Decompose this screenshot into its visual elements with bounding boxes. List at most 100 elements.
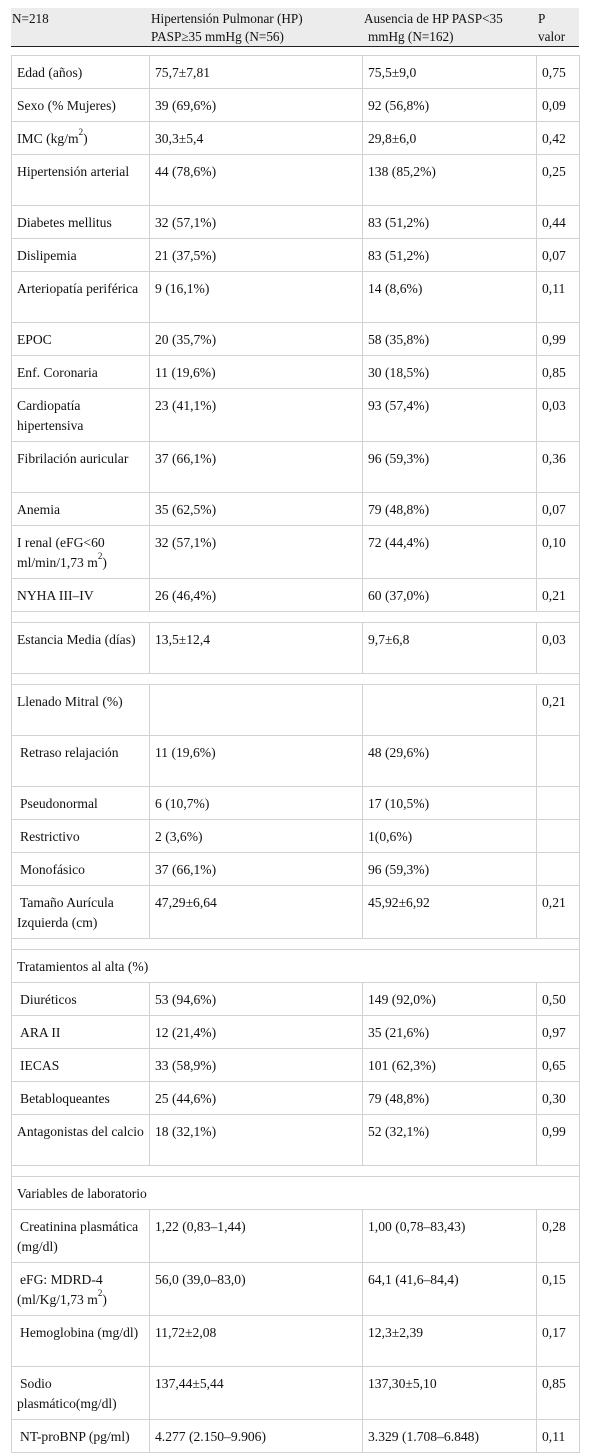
row-label-cell: Anemia <box>11 492 150 526</box>
hp-value-cell: 75,7±7,81 <box>149 55 363 89</box>
table-row: Hipertensión arterial 44 (78,6%) 138 (85,2… <box>11 154 580 206</box>
row-label-cell: Creatinina plasmática (mg/dl) <box>11 1209 150 1263</box>
p-value-cell: 0,44 <box>536 205 580 239</box>
no-hp-value-cell: 17 (10,5%) <box>362 786 537 820</box>
p-value-cell: 0,07 <box>536 492 580 526</box>
table-row: Antagonistas del calcio 18 (32,1%) 52 (32,… <box>11 1114 580 1166</box>
row-label: Fibrilación auricular <box>17 451 129 466</box>
no-hp-value-cell: 79 (48,8%) <box>362 492 537 526</box>
table-row: EPOC 20 (35,7%) 58 (35,8%) 0,99 <box>11 322 580 356</box>
p-value-cell: 0,85 <box>536 355 580 389</box>
header-no-hp-line1: Ausencia de HP PASP<35 <box>364 11 503 26</box>
row-label: eFG: MDRD-4 (ml/Kg/1,73 m <box>17 1272 103 1307</box>
p-value-cell: 0,11 <box>536 271 580 323</box>
section-heading: Tratamientos al alta (%) <box>17 959 149 974</box>
hp-value-cell: 9 (16,1%) <box>149 271 363 323</box>
no-hp-value-cell: 9,7±6,8 <box>362 622 537 674</box>
row-label-cell: Restrictivo <box>11 819 150 853</box>
p-value-cell: 0,03 <box>536 622 580 674</box>
table-row: Anemia 35 (62,5%) 79 (48,8%) 0,07 <box>11 492 580 526</box>
no-hp-value-cell: 64,1 (41,6–84,4) <box>362 1262 537 1316</box>
no-hp-value-cell: 45,92±6,92 <box>362 885 537 939</box>
row-label-cell: Hemoglobina (mg/dl) <box>11 1315 150 1367</box>
hp-value-cell: 26 (46,4%) <box>149 578 363 612</box>
section-heading-cell: Variables de laboratorio <box>11 1176 580 1210</box>
row-label: Tamaño Aurícula Izquierda (cm) <box>17 895 114 930</box>
header-hp: Hipertensión Pulmonar (HP) PASP≥35 mmHg … <box>151 10 303 46</box>
no-hp-value-cell: 101 (62,3%) <box>362 1048 537 1082</box>
row-label: Estancia Media (días) <box>17 632 136 647</box>
table-row: Tamaño Aurícula Izquierda (cm) 47,29±6,64… <box>11 885 580 939</box>
p-value-cell: 0,85 <box>536 1366 580 1420</box>
p-value-cell <box>536 819 580 853</box>
hp-value-cell: 25 (44,6%) <box>149 1081 363 1115</box>
no-hp-value-cell: 75,5±9,0 <box>362 55 537 89</box>
hp-value-cell: 20 (35,7%) <box>149 322 363 356</box>
row-label-cell: Llenado Mitral (%) <box>11 684 150 736</box>
section-heading: Variables de laboratorio <box>17 1186 147 1201</box>
p-value-cell: 0,36 <box>536 441 580 493</box>
no-hp-value-cell: 96 (59,3%) <box>362 852 537 886</box>
table-body: Edad (años) 75,7±7,81 75,5±9,0 0,75 Sexo (% … <box>11 55 580 1453</box>
no-hp-value-cell: 29,8±6,0 <box>362 121 537 155</box>
table-section-row: Tratamientos al alta (%) <box>11 949 580 983</box>
p-value-cell: 0,21 <box>536 578 580 612</box>
hp-value-cell: 32 (57,1%) <box>149 525 363 579</box>
table-row: eFG: MDRD-4 (ml/Kg/1,73 m2) 56,0 (39,0–83… <box>11 1262 580 1316</box>
table-row: Hemoglobina (mg/dl) 11,72±2,08 12,3±2,39 0,… <box>11 1315 580 1367</box>
hp-value-cell: 32 (57,1%) <box>149 205 363 239</box>
no-hp-value-cell: 92 (56,8%) <box>362 88 537 122</box>
superscript: 2 <box>97 1288 103 1299</box>
no-hp-value-cell: 1(0,6%) <box>362 819 537 853</box>
row-label: Betabloqueantes <box>20 1091 110 1106</box>
no-hp-value-cell: 83 (51,2%) <box>362 238 537 272</box>
row-label-end: ) <box>102 1292 107 1307</box>
hp-value-cell: 13,5±12,4 <box>149 622 363 674</box>
table-row: Llenado Mitral (%) 0,21 <box>11 684 580 736</box>
row-label-cell: ARA II <box>11 1015 150 1049</box>
table-row: Cardiopatía hipertensiva 23 (41,1%) 93 (57… <box>11 388 580 442</box>
table-row: Sexo (% Mujeres) 39 (69,6%) 92 (56,8%) 0,09 <box>11 88 580 122</box>
hp-value-cell: 33 (58,9%) <box>149 1048 363 1082</box>
hp-value-cell: 39 (69,6%) <box>149 88 363 122</box>
no-hp-value-cell: 72 (44,4%) <box>362 525 537 579</box>
row-label-cell: Antagonistas del calcio <box>11 1114 150 1166</box>
row-label-cell: Cardiopatía hipertensiva <box>11 388 150 442</box>
row-label-cell: Betabloqueantes <box>11 1081 150 1115</box>
spacer-cell <box>11 1165 580 1177</box>
results-table: Edad (años) 75,7±7,81 75,5±9,0 0,75 Sexo (% … <box>11 55 580 1453</box>
row-label: Sodio plasmático(mg/dl) <box>17 1376 117 1411</box>
row-label-cell: Tamaño Aurícula Izquierda (cm) <box>11 885 150 939</box>
row-label-cell: Pseudonormal <box>11 786 150 820</box>
table-row: Arteriopatía periférica 9 (16,1%) 14 (8,6%… <box>11 271 580 323</box>
data-table-container: N=218 Hipertensión Pulmonar (HP) PASP≥35… <box>11 8 580 1453</box>
table-row: ARA II 12 (21,4%) 35 (21,6%) 0,97 <box>11 1015 580 1049</box>
hp-value-cell: 47,29±6,64 <box>149 885 363 939</box>
table-row: IECAS 33 (58,9%) 101 (62,3%) 0,65 <box>11 1048 580 1082</box>
row-label-cell: Sodio plasmático(mg/dl) <box>11 1366 150 1420</box>
row-label-cell: Edad (años) <box>11 55 150 89</box>
hp-value-cell: 18 (32,1%) <box>149 1114 363 1166</box>
hp-value-cell: 37 (66,1%) <box>149 852 363 886</box>
p-value-cell <box>536 786 580 820</box>
p-value-cell: 0,09 <box>536 88 580 122</box>
no-hp-value-cell: 14 (8,6%) <box>362 271 537 323</box>
p-value-cell: 0,30 <box>536 1081 580 1115</box>
hp-value-cell: 53 (94,6%) <box>149 982 363 1016</box>
no-hp-value-cell: 48 (29,6%) <box>362 735 537 787</box>
table-row: Dislipemia 21 (37,5%) 83 (51,2%) 0,07 <box>11 238 580 272</box>
row-label-cell: eFG: MDRD-4 (ml/Kg/1,73 m2) <box>11 1262 150 1316</box>
p-value-cell: 0,10 <box>536 525 580 579</box>
row-label: IMC (kg/m <box>17 131 79 146</box>
hp-value-cell <box>149 684 363 736</box>
table-spacer-row <box>11 938 580 950</box>
header-no-hp-line2: mmHg (N=162) <box>368 29 454 44</box>
row-label-cell: NT-proBNP (pg/ml) <box>11 1419 150 1453</box>
row-label: Sexo (% Mujeres) <box>17 98 116 113</box>
hp-value-cell: 23 (41,1%) <box>149 388 363 442</box>
row-label: Restrictivo <box>20 829 80 844</box>
table-row: Retraso relajación 11 (19,6%) 48 (29,6%) <box>11 735 580 787</box>
hp-value-cell: 11 (19,6%) <box>149 355 363 389</box>
row-label: Diabetes mellitus <box>17 215 112 230</box>
p-value-cell: 0,21 <box>536 684 580 736</box>
